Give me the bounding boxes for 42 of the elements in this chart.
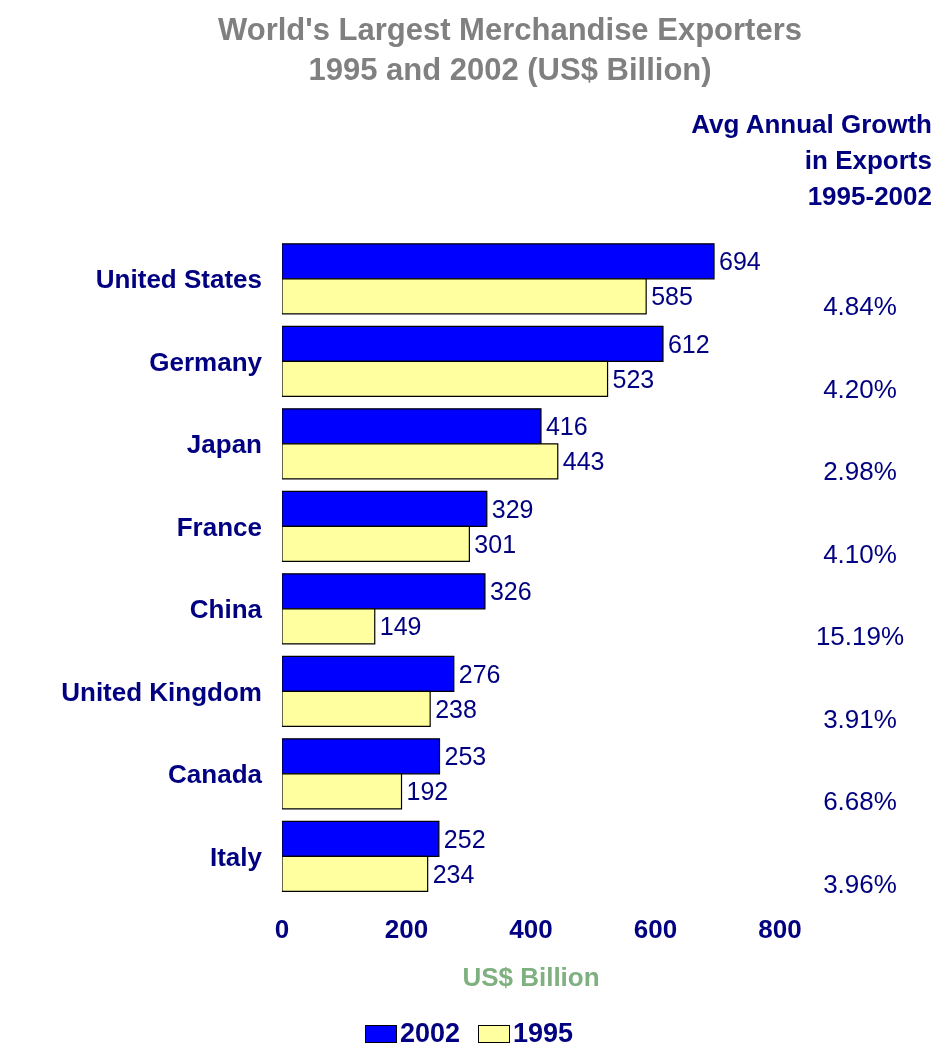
text: Avg Annual Growth in Exports 1995-2002 [691,108,932,213]
x-tick-label: 400 [509,914,553,945]
y-tick-label: United States [95,264,262,295]
text: 2.98% [822,456,898,488]
legend-label: 2002 [399,1018,460,1049]
data-label: 252 [443,824,486,853]
text: 3.96% [822,868,898,900]
y-tick-label: Italy [209,841,263,872]
text: 4.84% [822,291,898,323]
data-label: 276 [458,659,501,688]
text: 3.91% [822,703,898,735]
data-label: 694 [719,247,761,276]
y-tick-label: Japan [186,429,262,460]
data-label: 301 [474,529,517,558]
data-label: 329 [491,494,534,523]
y-tick-label: France [176,511,262,542]
data-label: 326 [489,577,532,606]
data-label: 523 [612,364,655,393]
y-tick-label: China [189,594,263,625]
data-label: 238 [435,694,477,723]
data-label: 234 [432,859,475,888]
data-label: 612 [667,329,710,358]
data-label: 149 [379,612,422,641]
data-label: 416 [545,412,588,441]
y-tick-label: United Kingdom [61,676,262,707]
text: 4.10% [822,538,898,570]
x-tick-label: 0 [274,914,290,945]
y-tick-label: Canada [168,759,263,790]
legend-label: 1995 [513,1018,574,1049]
text: 15.19% [814,621,906,653]
x-tick-label: 200 [384,914,429,945]
data-label: 192 [406,777,449,806]
data-label: 443 [562,447,605,476]
y-tick-label: Germany [149,346,263,377]
text: 6.68% [822,786,898,818]
x-tick-label: 600 [633,914,678,945]
text: 4.20% [822,373,898,405]
chart-title: World's Largest Merchandise Exporters 1995 and 2002 (US$ Billion) [217,11,803,89]
data-label: 253 [444,742,487,771]
data-label: 585 [651,282,693,311]
x-tick-label: 800 [758,914,802,945]
x-axis-title: US$ Billion [461,962,601,993]
